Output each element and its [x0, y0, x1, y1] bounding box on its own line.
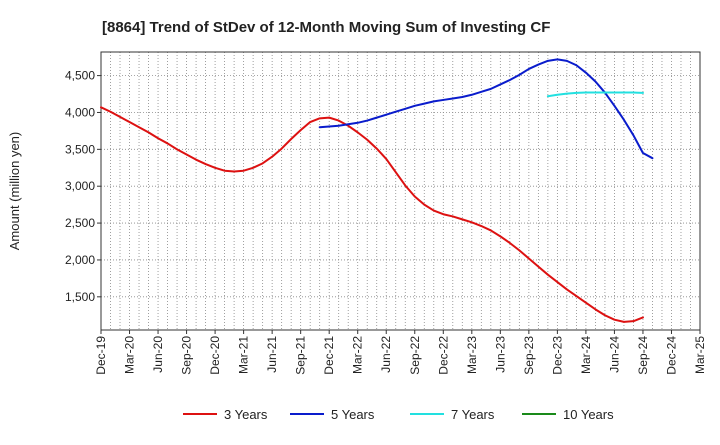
plot-frame: [100, 51, 701, 331]
y-tick-label: 2,500: [65, 216, 95, 230]
x-tick-label: Dec-22: [436, 336, 450, 375]
x-tick-label: Jun-20: [151, 336, 165, 373]
x-tick-label: Dec-21: [322, 336, 336, 375]
y-tick-label: 3,000: [65, 179, 95, 193]
x-tick-label: Sep-21: [294, 336, 308, 375]
y-tick-label: 3,500: [65, 142, 95, 156]
y-axis-label: Amount (million yen): [7, 132, 22, 251]
y-tick-label: 2,000: [65, 253, 95, 267]
legend-label: 7 Years: [451, 407, 495, 422]
legend-label: 5 Years: [331, 407, 375, 422]
x-tick-label: Sep-22: [408, 336, 422, 375]
x-tick-label: Sep-23: [522, 336, 536, 375]
x-tick-label: Mar-20: [123, 336, 137, 374]
legend-label: 10 Years: [563, 407, 614, 422]
series-lines: [100, 58, 654, 323]
series-line-7-years: [546, 91, 644, 98]
legend: 3 Years 5 Years 7 Years 10 Years: [183, 407, 614, 422]
y-tick-label: 1,500: [65, 290, 95, 304]
x-tick-label: Mar-22: [351, 336, 365, 374]
axes: 1,500 2,000 2,500 3,000 3,500 4,000 4,500 Dec-1…: [65, 51, 707, 375]
y-tick-label: 4,000: [65, 105, 95, 119]
x-tick-label: Mar-21: [237, 336, 251, 374]
series-line-5-years: [318, 58, 654, 160]
x-tick-label: Sep-24: [636, 336, 650, 375]
grid-lines: [101, 52, 700, 330]
x-tick-label: Dec-24: [664, 336, 678, 375]
x-tick-label: Mar-23: [465, 336, 479, 374]
x-tick-label: Mar-25: [693, 336, 707, 374]
x-tick-label: Jun-23: [493, 336, 507, 373]
series-line-3-years: [100, 106, 644, 323]
legend-label: 3 Years: [224, 407, 268, 422]
chart-title: [8864] Trend of StDev of 12-Month Moving…: [102, 19, 550, 36]
x-tick-label: Jun-24: [607, 336, 621, 373]
x-tick-label: Dec-20: [208, 336, 222, 375]
x-tick-label: Mar-24: [579, 336, 593, 374]
x-tick-label: Jun-21: [265, 336, 279, 373]
y-tick-label: 4,500: [65, 69, 95, 83]
x-tick-label: Dec-19: [94, 336, 108, 375]
x-tick-label: Dec-23: [550, 336, 564, 375]
x-tick-label: Sep-20: [180, 336, 194, 375]
x-tick-label: Jun-22: [379, 336, 393, 373]
